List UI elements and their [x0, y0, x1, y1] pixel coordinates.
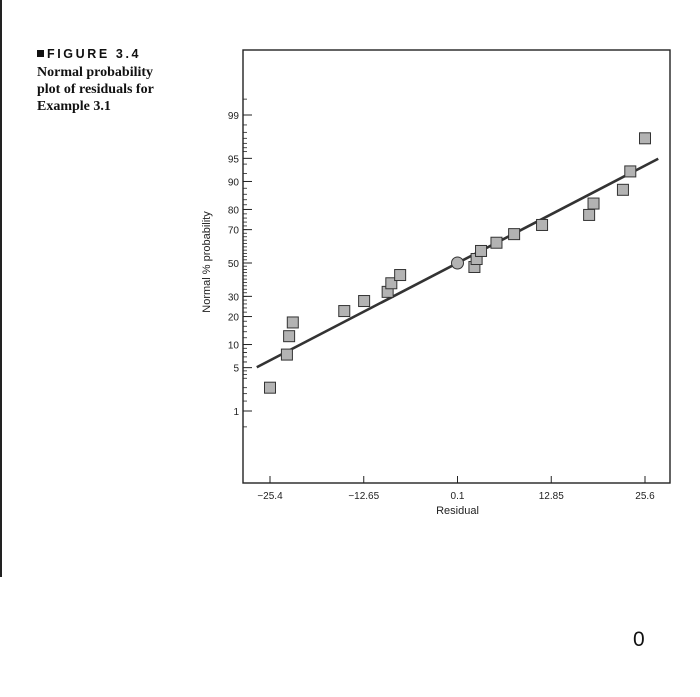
y-tick-label: 50: [228, 259, 240, 270]
caption-line: Example 3.1: [37, 99, 111, 114]
x-tick-label: −25.4: [257, 491, 283, 502]
data-point: [616, 183, 629, 196]
left-border-rule: [0, 0, 2, 577]
data-point: [536, 218, 549, 231]
data-point: [264, 381, 276, 394]
figure-caption-text: Normal probability plot of residuals for…: [37, 64, 187, 115]
x-tick-label: 0.1: [451, 491, 465, 502]
y-tick-label: 30: [228, 292, 240, 303]
bullet-square-icon: [37, 50, 44, 57]
x-tick-label: −12.65: [348, 491, 379, 502]
data-point: [508, 228, 521, 241]
data-point: [490, 236, 503, 249]
data-point: [385, 277, 398, 290]
y-tick-label: 5: [233, 364, 239, 375]
figure-caption: FIGURE 3.4 Normal probability plot of re…: [37, 45, 187, 115]
data-point: [394, 269, 407, 282]
data-point: [624, 165, 637, 178]
y-tick-label: 95: [228, 154, 240, 165]
highlight-point: [451, 256, 464, 270]
y-tick-label: 20: [228, 313, 240, 324]
y-tick-label: 10: [228, 341, 240, 352]
x-axis-label: Residual: [436, 505, 479, 517]
data-point: [587, 197, 600, 210]
y-tick-label: 70: [228, 226, 240, 237]
data-point: [283, 330, 296, 343]
figure-label-text: FIGURE 3.4: [47, 47, 142, 61]
y-axis-label: Normal % probability: [201, 211, 213, 313]
caption-line: Normal probability: [37, 65, 154, 80]
data-point: [280, 348, 293, 361]
page-number: 0: [633, 628, 645, 651]
data-point: [358, 295, 371, 308]
data-point: [286, 316, 299, 329]
y-tick-label: 90: [228, 177, 240, 188]
figure-label: FIGURE 3.4: [37, 45, 187, 63]
data-point: [338, 305, 351, 318]
data-point: [475, 244, 488, 257]
y-tick-label: 1: [233, 407, 239, 418]
caption-line: plot of residuals for: [37, 82, 154, 97]
y-tick-label: 99: [228, 111, 240, 122]
x-tick-label: 12.85: [539, 491, 564, 502]
data-point: [583, 208, 596, 221]
y-tick-label: 80: [228, 205, 240, 216]
x-tick-label: 25.6: [635, 491, 655, 502]
data-point: [639, 132, 651, 145]
